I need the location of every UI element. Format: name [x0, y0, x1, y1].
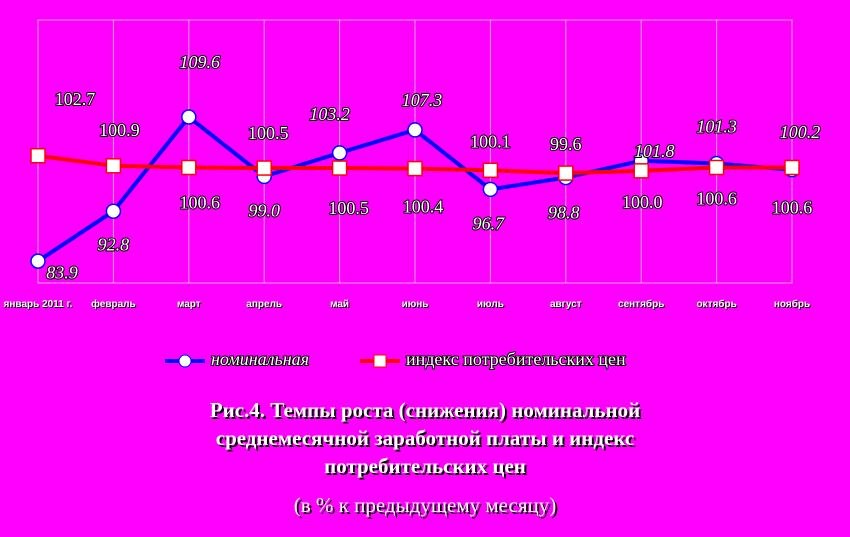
data-label: 98.8 — [548, 203, 580, 223]
x-tick-label: январь 2011 г. — [3, 299, 73, 310]
marker — [30, 253, 46, 269]
x-tick-label: февраль — [91, 299, 136, 310]
data-label: 100.0 — [622, 192, 663, 212]
data-label: 83.9 — [46, 262, 78, 282]
data-label: 101.8 — [634, 141, 675, 161]
chart-title: Рис.4. Темпы роста (снижения) номинально… — [209, 398, 641, 478]
marker — [105, 158, 122, 174]
legend-label: номинальная — [211, 349, 309, 369]
chart-subtitle: (в % к предыдущему месяцу) — [293, 493, 557, 517]
data-label: 99.0 — [248, 201, 280, 221]
x-tick-label: апрель — [246, 299, 283, 310]
marker — [181, 159, 197, 176]
marker — [407, 122, 423, 138]
data-label: 100.6 — [180, 193, 221, 213]
data-label: 100.5 — [248, 123, 289, 143]
marker — [181, 109, 197, 125]
data-label: 103.2 — [309, 104, 350, 124]
x-tick-label: октябрь — [696, 299, 737, 310]
data-label: 107.3 — [402, 90, 443, 110]
marker — [105, 203, 122, 219]
data-label: 100.6 — [772, 198, 813, 218]
x-tick-label: ноябрь — [773, 299, 811, 310]
marker — [256, 160, 272, 176]
x-tick-label: июнь — [401, 299, 429, 310]
x-tick-label: май — [330, 299, 350, 310]
data-label: 92.8 — [98, 234, 130, 254]
data-label: 100.5 — [328, 198, 369, 218]
legend-label: индекс потребительских цен — [406, 349, 626, 369]
data-label: 96.7 — [473, 213, 506, 233]
marker — [331, 145, 348, 161]
marker — [784, 159, 800, 176]
x-tick-label: сентябрь — [618, 299, 665, 310]
legend-marker — [178, 354, 192, 368]
marker — [331, 160, 348, 176]
marker — [482, 181, 499, 198]
data-label: 100.1 — [470, 131, 511, 151]
data-label: 109.6 — [180, 52, 221, 72]
marker — [407, 160, 423, 177]
data-label: 101.3 — [696, 117, 737, 137]
marker — [633, 163, 649, 179]
marker — [558, 165, 574, 181]
data-label: 100.2 — [780, 122, 821, 142]
x-tick-label: август — [549, 299, 582, 310]
marker — [30, 147, 46, 164]
data-label: 100.4 — [403, 197, 444, 217]
x-tick-label: июль — [476, 299, 504, 310]
data-label: 99.6 — [550, 134, 582, 154]
marker — [482, 162, 499, 179]
marker — [708, 159, 725, 176]
x-tick-label: март — [176, 299, 201, 310]
legend-marker — [373, 354, 387, 368]
data-label: 100.6 — [696, 189, 737, 209]
data-label: 102.7 — [55, 89, 96, 109]
data-label: 100.9 — [99, 120, 140, 140]
